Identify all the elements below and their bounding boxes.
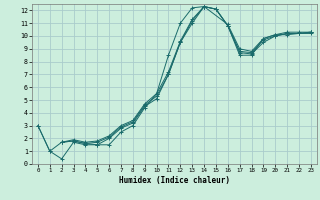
- X-axis label: Humidex (Indice chaleur): Humidex (Indice chaleur): [119, 176, 230, 185]
